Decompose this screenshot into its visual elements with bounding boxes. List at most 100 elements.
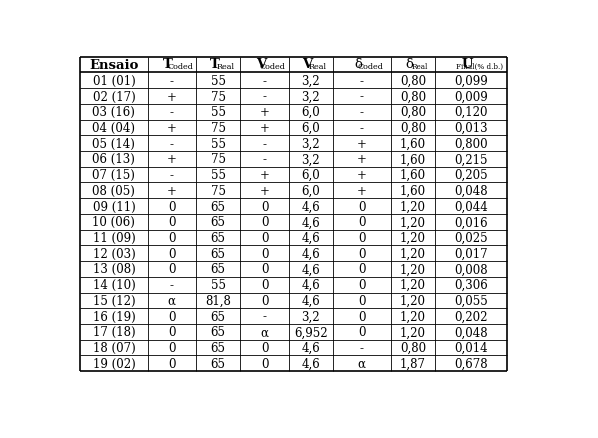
Text: 1,20: 1,20: [400, 294, 426, 307]
Text: 0,044: 0,044: [454, 200, 487, 213]
Text: 0,306: 0,306: [454, 279, 487, 292]
Text: 0,048: 0,048: [454, 325, 487, 339]
Text: 0,017: 0,017: [454, 247, 487, 260]
Text: 0,014: 0,014: [454, 341, 487, 354]
Text: 1,20: 1,20: [400, 310, 426, 323]
Text: 65: 65: [210, 216, 225, 229]
Text: 65: 65: [210, 263, 225, 276]
Text: Real: Real: [216, 63, 234, 71]
Text: 6,952: 6,952: [294, 325, 328, 339]
Text: T: T: [163, 58, 173, 71]
Text: δ: δ: [354, 58, 362, 71]
Text: 0,215: 0,215: [454, 153, 487, 166]
Text: 10 (06): 10 (06): [93, 216, 135, 229]
Text: 0,055: 0,055: [454, 294, 487, 307]
Text: 4,6: 4,6: [301, 247, 321, 260]
Text: 55: 55: [210, 279, 225, 292]
Text: 0: 0: [168, 232, 176, 244]
Text: 07 (15): 07 (15): [93, 169, 135, 182]
Text: 3,2: 3,2: [301, 310, 320, 323]
Text: 03 (16): 03 (16): [93, 106, 135, 119]
Text: Coded: Coded: [167, 63, 193, 71]
Text: 4,6: 4,6: [301, 200, 321, 213]
Text: 0,008: 0,008: [454, 263, 487, 276]
Text: 75: 75: [210, 184, 225, 198]
Text: 55: 55: [210, 169, 225, 182]
Text: 1,20: 1,20: [400, 263, 426, 276]
Text: 6,0: 6,0: [301, 106, 321, 119]
Text: -: -: [360, 90, 364, 103]
Text: +: +: [260, 122, 270, 134]
Text: Coded: Coded: [357, 63, 383, 71]
Text: 6,0: 6,0: [301, 184, 321, 198]
Text: 65: 65: [210, 357, 225, 370]
Text: α: α: [261, 325, 269, 339]
Text: 0: 0: [358, 294, 365, 307]
Text: 0,025: 0,025: [454, 232, 487, 244]
Text: V: V: [256, 58, 266, 71]
Text: -: -: [170, 138, 174, 150]
Text: -: -: [360, 74, 364, 88]
Text: 14 (10): 14 (10): [93, 279, 135, 292]
Text: +: +: [167, 90, 177, 103]
Text: -: -: [170, 106, 174, 119]
Text: 19 (02): 19 (02): [93, 357, 135, 370]
Text: 0,800: 0,800: [454, 138, 487, 150]
Text: 75: 75: [210, 153, 225, 166]
Text: 16 (19): 16 (19): [93, 310, 135, 323]
Text: V: V: [302, 58, 312, 71]
Text: 0: 0: [358, 200, 365, 213]
Text: 0,80: 0,80: [400, 341, 426, 354]
Text: 09 (11): 09 (11): [93, 200, 135, 213]
Text: +: +: [357, 169, 367, 182]
Text: 0: 0: [358, 232, 365, 244]
Text: 3,2: 3,2: [301, 74, 320, 88]
Text: 0: 0: [261, 247, 269, 260]
Text: 4,6: 4,6: [301, 279, 321, 292]
Text: 0,120: 0,120: [454, 106, 487, 119]
Text: 0,80: 0,80: [400, 106, 426, 119]
Text: 0: 0: [358, 247, 365, 260]
Text: 0: 0: [358, 263, 365, 276]
Text: 81,8: 81,8: [205, 294, 231, 307]
Text: +: +: [357, 153, 367, 166]
Text: 0: 0: [261, 200, 269, 213]
Text: 0: 0: [168, 310, 176, 323]
Text: 0: 0: [261, 294, 269, 307]
Text: 0,013: 0,013: [454, 122, 487, 134]
Text: α: α: [358, 357, 366, 370]
Text: 3,2: 3,2: [301, 153, 320, 166]
Text: 0,099: 0,099: [454, 74, 487, 88]
Text: U: U: [461, 58, 473, 71]
Text: -: -: [170, 74, 174, 88]
Text: -: -: [263, 138, 267, 150]
Text: 6,0: 6,0: [301, 169, 321, 182]
Text: 0: 0: [168, 341, 176, 354]
Text: +: +: [260, 106, 270, 119]
Text: 17 (18): 17 (18): [93, 325, 135, 339]
Text: 0,009: 0,009: [454, 90, 487, 103]
Text: Real: Real: [411, 63, 428, 71]
Text: 0,678: 0,678: [454, 357, 487, 370]
Text: +: +: [357, 138, 367, 150]
Text: 0: 0: [261, 232, 269, 244]
Text: 0: 0: [358, 216, 365, 229]
Text: 1,20: 1,20: [400, 247, 426, 260]
Text: 4,6: 4,6: [301, 341, 321, 354]
Text: 0: 0: [168, 263, 176, 276]
Text: -: -: [360, 341, 364, 354]
Text: 1,60: 1,60: [400, 184, 426, 198]
Text: 1,20: 1,20: [400, 279, 426, 292]
Text: 04 (04): 04 (04): [93, 122, 135, 134]
Text: 0: 0: [261, 216, 269, 229]
Text: 0: 0: [261, 357, 269, 370]
Text: -: -: [263, 153, 267, 166]
Text: 4,6: 4,6: [301, 357, 321, 370]
Text: 0,048: 0,048: [454, 184, 487, 198]
Text: 05 (14): 05 (14): [93, 138, 135, 150]
Text: 0: 0: [358, 325, 365, 339]
Text: +: +: [167, 122, 177, 134]
Text: Ensaio: Ensaio: [89, 59, 139, 72]
Text: 0: 0: [168, 247, 176, 260]
Text: 0,202: 0,202: [454, 310, 487, 323]
